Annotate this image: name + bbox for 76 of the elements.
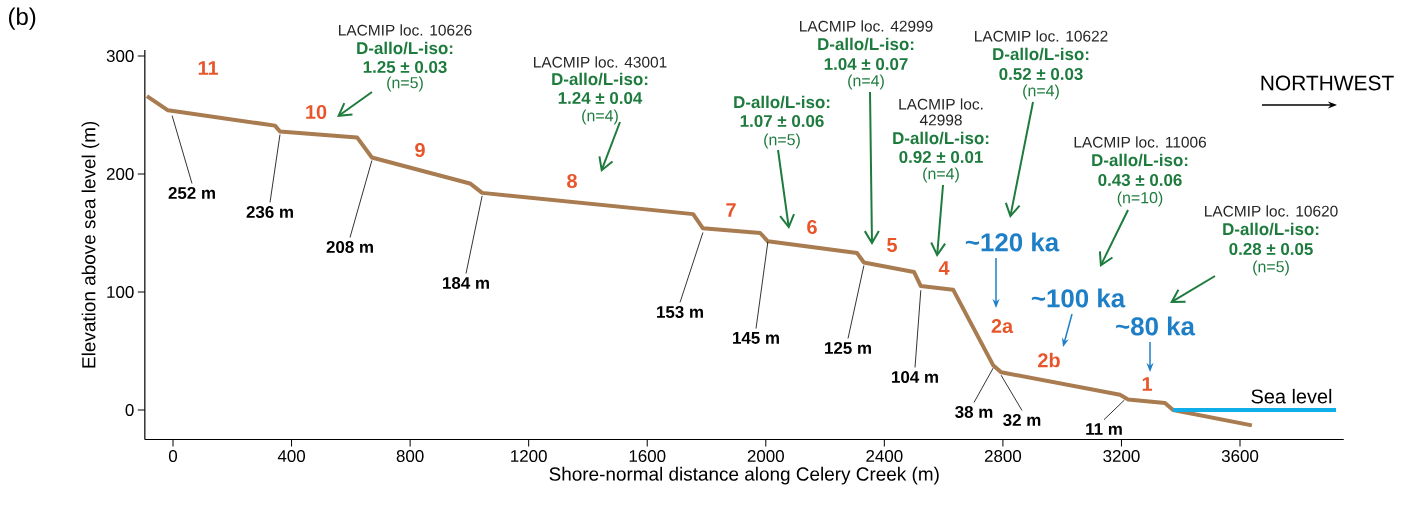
annotation: 104 m	[892, 371, 938, 384]
y-tick-label: 200	[106, 168, 134, 181]
annotation: 38 m	[955, 405, 993, 419]
annotation: 153 m	[657, 305, 703, 319]
annotation: D-allo/L-iso:	[893, 131, 989, 145]
annotation: 6	[807, 219, 817, 235]
annotation: LACMIP loc. 43001	[534, 56, 667, 68]
x-tick-label: 2400	[866, 450, 903, 463]
annotation: 252 m	[168, 187, 215, 199]
annotation: 42998	[919, 114, 962, 126]
annotation: D-allo/L-iso:	[357, 41, 453, 55]
text: LACMIP loc. 10622	[975, 30, 1108, 42]
series-label: Sea level	[1251, 388, 1332, 404]
annotation: D-allo/L-iso:	[734, 95, 830, 109]
annotation: 1	[1142, 377, 1153, 391]
annotation: 10	[306, 104, 327, 120]
annotation: 236 m	[246, 205, 293, 219]
x-tick-label: 3600	[1221, 450, 1259, 463]
annotation: 1.25 ± 0.03	[363, 60, 447, 74]
annotation: 0.92 ± 0.01	[899, 151, 983, 163]
annotation: 208 m	[326, 241, 373, 253]
annotation: ~80 ka	[1116, 316, 1196, 336]
annotation: 2a	[991, 318, 1014, 334]
text: LACMIP loc. 10626	[339, 24, 472, 36]
annotation: 1.07 ± 0.06	[740, 115, 824, 127]
annotation: (n=10)	[1117, 191, 1163, 207]
annotation: (n=4)	[1023, 84, 1059, 100]
annotation: (n=4)	[923, 167, 959, 183]
annotation: (n=5)	[1253, 260, 1289, 276]
annotation: 125 m	[825, 342, 871, 355]
y-axis-title: Elevation above sea level (m)	[81, 121, 100, 368]
x-tick-label: 1200	[511, 450, 547, 463]
x-axis-title: Shore-normal distance along Celery Creek (m)	[549, 466, 939, 485]
annotation: 2b	[1038, 352, 1060, 368]
y-tick-label: 100	[107, 286, 134, 299]
annotation: 145 m	[733, 332, 779, 344]
y-tick-label: 300	[106, 50, 134, 63]
annotation: 0.43 ± 0.06	[1098, 173, 1182, 187]
x-tick-label: 800	[396, 450, 424, 463]
text: LACMIP loc. 42999	[800, 20, 933, 32]
text: (b)	[9, 7, 36, 30]
annotation: 7	[726, 203, 736, 217]
x-tick-label: 2800	[984, 450, 1022, 463]
annotation: D-allo/L-iso:	[1223, 222, 1319, 236]
annotation: (n=5)	[764, 133, 800, 149]
annotation: 0.52 ± 0.03	[999, 67, 1083, 81]
annotation: D-allo/L-iso:	[552, 72, 648, 86]
annotation: 1.04 ± 0.07	[824, 58, 908, 70]
annotation: 5	[887, 238, 897, 252]
annotation: 8	[567, 173, 577, 189]
x-tick-label: 2000	[747, 450, 784, 463]
x-tick-label: 0	[168, 450, 178, 463]
annotation: 9	[415, 142, 425, 158]
annotation: ~120 ka	[965, 232, 1060, 252]
annotation: 4	[938, 261, 950, 275]
x-tick-label: 400	[277, 450, 306, 463]
annotation: 11 m	[1086, 423, 1122, 435]
annotation: (n=4)	[848, 74, 884, 90]
annotation: LACMIP loc. 11006	[1074, 136, 1206, 148]
annotation: (n=4)	[582, 109, 618, 125]
annotation: 11	[198, 61, 218, 75]
annotation: ~100 ka	[1031, 288, 1126, 308]
annotation: D-allo/L-iso:	[993, 47, 1089, 61]
annotation: D-allo/L-iso:	[1092, 153, 1188, 167]
y-tick-label: 0	[125, 404, 134, 417]
annotation: NORTHWEST	[1261, 75, 1394, 91]
annotation: 32 m	[1003, 413, 1041, 427]
annotation: 1.24 ± 0.04	[558, 92, 643, 104]
x-tick-label: 3200	[1103, 450, 1140, 463]
annotation: (n=5)	[387, 76, 423, 92]
x-tick-label: 1600	[629, 450, 666, 463]
annotation: LACMIP loc. 10620	[1205, 205, 1338, 217]
annotation: LACMIP loc.	[899, 98, 983, 110]
annotation: 184 m	[443, 277, 489, 290]
annotation: 0.28 ± 0.05	[1229, 243, 1313, 255]
annotation: D-allo/L-iso:	[818, 37, 914, 51]
